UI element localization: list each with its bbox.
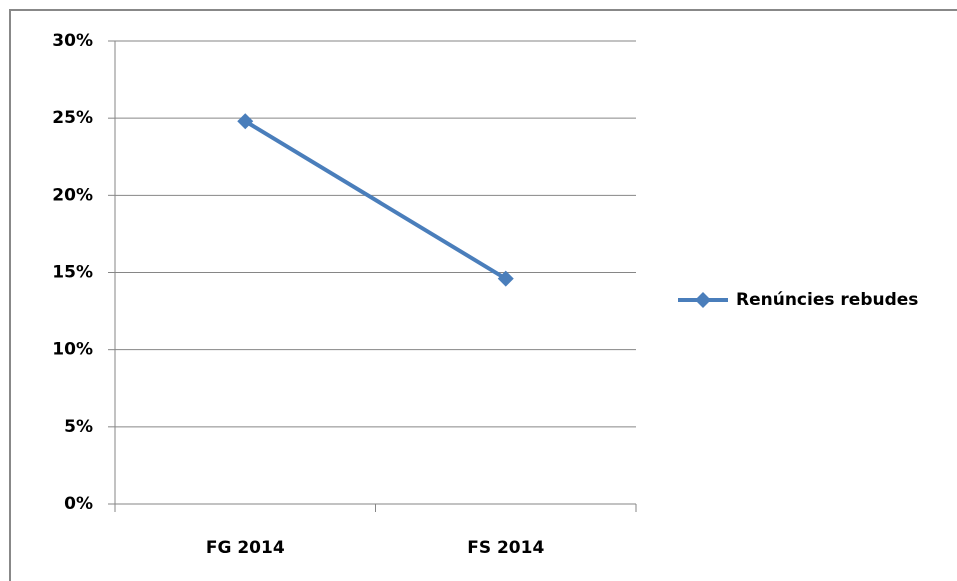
y-tick-label: 15% [52,263,93,283]
y-tick-label: 0% [64,494,93,514]
legend-label: Renúncies rebudes [736,290,918,310]
y-tick-label: 25% [52,108,93,128]
point-marker [237,113,254,130]
x-tick-label: FS 2014 [467,538,544,558]
y-tick-label: 5% [64,417,93,437]
y-tick-label: 20% [52,185,93,205]
series-line [244,119,507,281]
y-tick-label: 30% [52,31,93,51]
legend-marker [695,292,711,308]
y-tick-label: 10% [52,340,93,360]
point-marker [497,270,514,287]
x-tick-label: FG 2014 [206,538,285,558]
chart-frame [9,9,957,581]
